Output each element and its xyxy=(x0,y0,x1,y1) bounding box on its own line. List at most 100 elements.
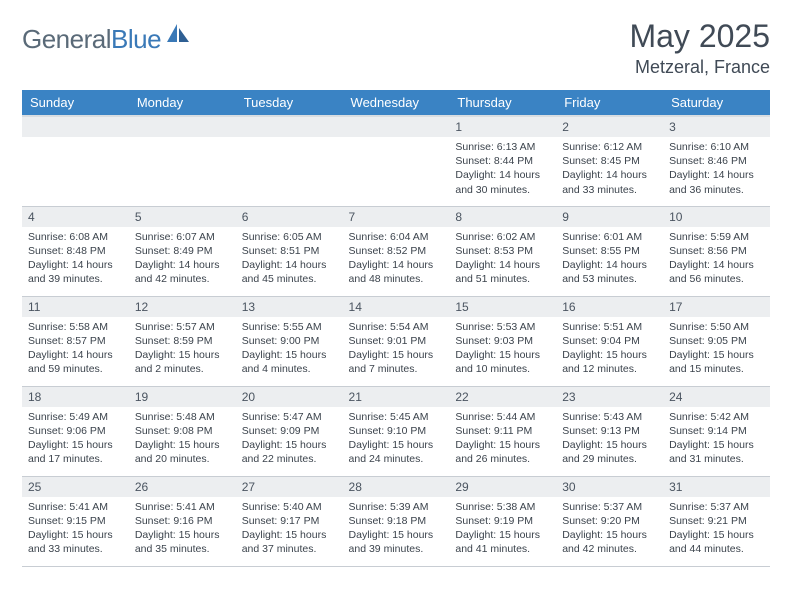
calendar-day-cell: 17Sunrise: 5:50 AMSunset: 9:05 PMDayligh… xyxy=(663,296,770,386)
day-details: Sunrise: 6:05 AMSunset: 8:51 PMDaylight:… xyxy=(236,227,343,291)
calendar-day-cell: 9Sunrise: 6:01 AMSunset: 8:55 PMDaylight… xyxy=(556,206,663,296)
calendar-day-cell: 30Sunrise: 5:37 AMSunset: 9:20 PMDayligh… xyxy=(556,476,663,566)
day-details: Sunrise: 5:57 AMSunset: 8:59 PMDaylight:… xyxy=(129,317,236,381)
day-details: Sunrise: 5:51 AMSunset: 9:04 PMDaylight:… xyxy=(556,317,663,381)
day-details: Sunrise: 5:47 AMSunset: 9:09 PMDaylight:… xyxy=(236,407,343,471)
calendar-day-cell: 15Sunrise: 5:53 AMSunset: 9:03 PMDayligh… xyxy=(449,296,556,386)
header: GeneralBlue May 2025 Metzeral, France xyxy=(22,18,770,78)
day-details: Sunrise: 5:49 AMSunset: 9:06 PMDaylight:… xyxy=(22,407,129,471)
weekday-header: Sunday xyxy=(22,90,129,116)
day-number: 20 xyxy=(236,387,343,407)
day-number: 25 xyxy=(22,477,129,497)
day-details: Sunrise: 5:41 AMSunset: 9:16 PMDaylight:… xyxy=(129,497,236,561)
day-details: Sunrise: 6:08 AMSunset: 8:48 PMDaylight:… xyxy=(22,227,129,291)
calendar-body: 1Sunrise: 6:13 AMSunset: 8:44 PMDaylight… xyxy=(22,116,770,566)
calendar-day-cell xyxy=(236,116,343,206)
day-details: Sunrise: 6:12 AMSunset: 8:45 PMDaylight:… xyxy=(556,137,663,201)
day-details: Sunrise: 6:13 AMSunset: 8:44 PMDaylight:… xyxy=(449,137,556,201)
calendar-week-row: 1Sunrise: 6:13 AMSunset: 8:44 PMDaylight… xyxy=(22,116,770,206)
calendar-day-cell: 24Sunrise: 5:42 AMSunset: 9:14 PMDayligh… xyxy=(663,386,770,476)
calendar-day-cell: 18Sunrise: 5:49 AMSunset: 9:06 PMDayligh… xyxy=(22,386,129,476)
brand-part2: Blue xyxy=(111,24,161,54)
calendar-day-cell: 19Sunrise: 5:48 AMSunset: 9:08 PMDayligh… xyxy=(129,386,236,476)
day-details: Sunrise: 5:54 AMSunset: 9:01 PMDaylight:… xyxy=(343,317,450,381)
day-number: 2 xyxy=(556,117,663,137)
calendar-day-cell: 20Sunrise: 5:47 AMSunset: 9:09 PMDayligh… xyxy=(236,386,343,476)
day-details: Sunrise: 5:45 AMSunset: 9:10 PMDaylight:… xyxy=(343,407,450,471)
day-details: Sunrise: 5:48 AMSunset: 9:08 PMDaylight:… xyxy=(129,407,236,471)
calendar-week-row: 25Sunrise: 5:41 AMSunset: 9:15 PMDayligh… xyxy=(22,476,770,566)
day-number: 16 xyxy=(556,297,663,317)
calendar-day-cell xyxy=(22,116,129,206)
calendar-day-cell: 29Sunrise: 5:38 AMSunset: 9:19 PMDayligh… xyxy=(449,476,556,566)
day-details: Sunrise: 6:04 AMSunset: 8:52 PMDaylight:… xyxy=(343,227,450,291)
day-details: Sunrise: 6:01 AMSunset: 8:55 PMDaylight:… xyxy=(556,227,663,291)
calendar-day-cell: 6Sunrise: 6:05 AMSunset: 8:51 PMDaylight… xyxy=(236,206,343,296)
calendar-week-row: 18Sunrise: 5:49 AMSunset: 9:06 PMDayligh… xyxy=(22,386,770,476)
calendar-table: Sunday Monday Tuesday Wednesday Thursday… xyxy=(22,90,770,567)
weekday-header: Thursday xyxy=(449,90,556,116)
day-number xyxy=(129,117,236,137)
day-number: 22 xyxy=(449,387,556,407)
calendar-day-cell: 31Sunrise: 5:37 AMSunset: 9:21 PMDayligh… xyxy=(663,476,770,566)
day-number: 13 xyxy=(236,297,343,317)
calendar-day-cell: 25Sunrise: 5:41 AMSunset: 9:15 PMDayligh… xyxy=(22,476,129,566)
day-details: Sunrise: 5:42 AMSunset: 9:14 PMDaylight:… xyxy=(663,407,770,471)
day-details: Sunrise: 5:44 AMSunset: 9:11 PMDaylight:… xyxy=(449,407,556,471)
calendar-day-cell: 10Sunrise: 5:59 AMSunset: 8:56 PMDayligh… xyxy=(663,206,770,296)
calendar-day-cell: 16Sunrise: 5:51 AMSunset: 9:04 PMDayligh… xyxy=(556,296,663,386)
day-details: Sunrise: 5:37 AMSunset: 9:21 PMDaylight:… xyxy=(663,497,770,561)
weekday-header-row: Sunday Monday Tuesday Wednesday Thursday… xyxy=(22,90,770,116)
weekday-header: Wednesday xyxy=(343,90,450,116)
sail-icon xyxy=(165,22,191,49)
day-number: 4 xyxy=(22,207,129,227)
weekday-header: Saturday xyxy=(663,90,770,116)
day-details: Sunrise: 5:37 AMSunset: 9:20 PMDaylight:… xyxy=(556,497,663,561)
day-number: 27 xyxy=(236,477,343,497)
day-number xyxy=(236,117,343,137)
day-details: Sunrise: 6:10 AMSunset: 8:46 PMDaylight:… xyxy=(663,137,770,201)
day-number: 1 xyxy=(449,117,556,137)
day-details: Sunrise: 6:07 AMSunset: 8:49 PMDaylight:… xyxy=(129,227,236,291)
calendar-day-cell: 12Sunrise: 5:57 AMSunset: 8:59 PMDayligh… xyxy=(129,296,236,386)
calendar-day-cell: 5Sunrise: 6:07 AMSunset: 8:49 PMDaylight… xyxy=(129,206,236,296)
calendar-day-cell xyxy=(343,116,450,206)
day-details: Sunrise: 5:59 AMSunset: 8:56 PMDaylight:… xyxy=(663,227,770,291)
day-details: Sunrise: 5:50 AMSunset: 9:05 PMDaylight:… xyxy=(663,317,770,381)
day-number: 8 xyxy=(449,207,556,227)
brand-text: GeneralBlue xyxy=(22,24,161,55)
day-number: 18 xyxy=(22,387,129,407)
day-number: 7 xyxy=(343,207,450,227)
day-details: Sunrise: 5:43 AMSunset: 9:13 PMDaylight:… xyxy=(556,407,663,471)
day-number: 21 xyxy=(343,387,450,407)
brand-part1: General xyxy=(22,24,111,54)
day-number: 3 xyxy=(663,117,770,137)
day-number: 17 xyxy=(663,297,770,317)
day-number: 29 xyxy=(449,477,556,497)
day-details: Sunrise: 5:53 AMSunset: 9:03 PMDaylight:… xyxy=(449,317,556,381)
brand-logo: GeneralBlue xyxy=(22,18,191,55)
day-number: 5 xyxy=(129,207,236,227)
day-details: Sunrise: 6:02 AMSunset: 8:53 PMDaylight:… xyxy=(449,227,556,291)
calendar-day-cell: 23Sunrise: 5:43 AMSunset: 9:13 PMDayligh… xyxy=(556,386,663,476)
day-number xyxy=(343,117,450,137)
calendar-day-cell: 7Sunrise: 6:04 AMSunset: 8:52 PMDaylight… xyxy=(343,206,450,296)
location: Metzeral, France xyxy=(629,57,770,78)
day-number: 31 xyxy=(663,477,770,497)
day-number: 12 xyxy=(129,297,236,317)
calendar-day-cell: 4Sunrise: 6:08 AMSunset: 8:48 PMDaylight… xyxy=(22,206,129,296)
day-details: Sunrise: 5:39 AMSunset: 9:18 PMDaylight:… xyxy=(343,497,450,561)
day-number: 23 xyxy=(556,387,663,407)
day-number: 28 xyxy=(343,477,450,497)
calendar-day-cell: 22Sunrise: 5:44 AMSunset: 9:11 PMDayligh… xyxy=(449,386,556,476)
calendar-day-cell: 8Sunrise: 6:02 AMSunset: 8:53 PMDaylight… xyxy=(449,206,556,296)
calendar-day-cell xyxy=(129,116,236,206)
day-number: 14 xyxy=(343,297,450,317)
day-number: 15 xyxy=(449,297,556,317)
day-number: 30 xyxy=(556,477,663,497)
day-number xyxy=(22,117,129,137)
calendar-week-row: 11Sunrise: 5:58 AMSunset: 8:57 PMDayligh… xyxy=(22,296,770,386)
calendar-week-row: 4Sunrise: 6:08 AMSunset: 8:48 PMDaylight… xyxy=(22,206,770,296)
calendar-day-cell: 13Sunrise: 5:55 AMSunset: 9:00 PMDayligh… xyxy=(236,296,343,386)
calendar-day-cell: 3Sunrise: 6:10 AMSunset: 8:46 PMDaylight… xyxy=(663,116,770,206)
